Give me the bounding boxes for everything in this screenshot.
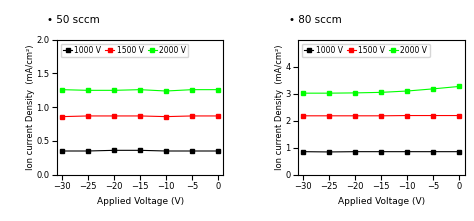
1000 V (59, 150, 65, 152)
1000 V (189, 150, 195, 152)
2000 V (404, 90, 410, 92)
Line: 1000 V: 1000 V (301, 150, 461, 154)
2000 V (353, 91, 358, 94)
Line: 2000 V: 2000 V (301, 84, 461, 95)
1500 V (137, 115, 143, 117)
1000 V (301, 150, 306, 153)
2000 V (137, 88, 143, 91)
Text: • 80 sccm: • 80 sccm (289, 15, 341, 25)
1500 V (59, 115, 65, 118)
1000 V (163, 150, 169, 152)
1000 V (353, 150, 358, 153)
Line: 1500 V: 1500 V (301, 113, 461, 118)
1000 V (215, 150, 221, 152)
Text: • 50 sccm: • 50 sccm (47, 15, 100, 25)
1000 V (85, 150, 91, 152)
1500 V (353, 114, 358, 117)
2000 V (215, 88, 221, 91)
1500 V (163, 115, 169, 118)
1000 V (456, 150, 462, 153)
1500 V (430, 114, 436, 117)
Line: 2000 V: 2000 V (60, 88, 220, 93)
Y-axis label: Ion current Density  (mA/cm²): Ion current Density (mA/cm²) (26, 44, 35, 170)
2000 V (456, 85, 462, 88)
1500 V (301, 114, 306, 117)
Line: 1000 V: 1000 V (60, 148, 220, 153)
2000 V (378, 91, 384, 94)
1500 V (111, 115, 117, 117)
1000 V (404, 150, 410, 153)
1500 V (404, 114, 410, 117)
Legend: 1000 V, 1500 V, 2000 V: 1000 V, 1500 V, 2000 V (61, 44, 188, 57)
1500 V (85, 115, 91, 117)
1000 V (378, 150, 384, 153)
1000 V (327, 151, 332, 153)
2000 V (189, 88, 195, 91)
X-axis label: Applied Voltage (V): Applied Voltage (V) (97, 197, 183, 206)
1000 V (137, 149, 143, 152)
1500 V (189, 115, 195, 117)
2000 V (59, 88, 65, 91)
2000 V (301, 92, 306, 95)
2000 V (430, 88, 436, 90)
Line: 1500 V: 1500 V (60, 114, 220, 119)
Legend: 1000 V, 1500 V, 2000 V: 1000 V, 1500 V, 2000 V (302, 44, 429, 57)
2000 V (327, 92, 332, 95)
1500 V (327, 114, 332, 117)
1500 V (378, 114, 384, 117)
2000 V (85, 89, 91, 92)
1000 V (111, 149, 117, 152)
1000 V (430, 150, 436, 153)
Y-axis label: Ion current Density  (mA/cm²): Ion current Density (mA/cm²) (275, 44, 284, 170)
X-axis label: Applied Voltage (V): Applied Voltage (V) (338, 197, 425, 206)
2000 V (111, 89, 117, 92)
1500 V (215, 115, 221, 117)
2000 V (163, 90, 169, 92)
1500 V (456, 114, 462, 117)
